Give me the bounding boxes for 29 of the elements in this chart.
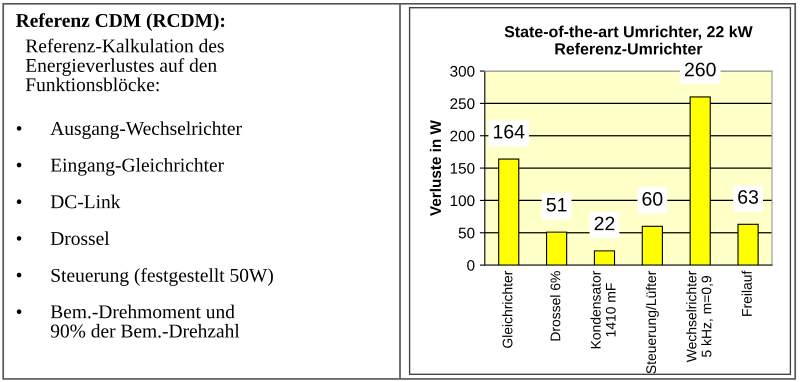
text: Referenz-Kalkulation des Energieverlustes auf den Funktionsblöcke: — [26, 38, 224, 92]
y-axis-title: Verluste in W — [430, 120, 442, 216]
x-tick-label: Wechselrichter 5 kHz, m=0,9 — [686, 270, 714, 362]
y-tick-label: 50 — [458, 228, 474, 238]
chart-title: State-of-the-art Umrichter, 22 kW Referenz-Umrichter — [504, 26, 753, 55]
data-label: 260 — [684, 62, 716, 76]
x-tick-label: Kondensator 1410 mF — [590, 270, 616, 348]
text: • Steuerung (festgestellt 50W) — [16, 268, 273, 286]
text: • Bem.-Drehmoment und 90% der Bem.-Drehzahl — [16, 304, 240, 338]
y-tick-label: 200 — [450, 130, 474, 142]
data-label: 60 — [642, 192, 662, 206]
text: • DC-Link — [16, 194, 120, 208]
data-label: 51 — [546, 198, 566, 212]
text: • Drossel — [16, 231, 110, 246]
x-tick-label: Gleichrichter — [502, 270, 512, 348]
y-tick-label: 0 — [467, 260, 474, 271]
y-tick-label: 250 — [450, 98, 474, 110]
x-tick-label: Freilauf — [742, 270, 752, 316]
text: • Ausgang-Wechselrichter — [16, 121, 242, 140]
data-label: 63 — [738, 190, 758, 204]
data-label: 22 — [594, 216, 614, 230]
y-tick-label: 300 — [450, 66, 474, 77]
x-tick-label: Steuerung/Lüfter — [646, 270, 659, 374]
x-tick-label: Drossel 6% — [550, 271, 560, 341]
y-tick-label: 150 — [450, 162, 474, 174]
y-tick-label: 100 — [450, 195, 474, 206]
text: Referenz CDM (RCDM): — [16, 13, 224, 31]
text: • Eingang-Gleichrichter — [16, 158, 224, 176]
data-label: 164 — [494, 124, 524, 139]
